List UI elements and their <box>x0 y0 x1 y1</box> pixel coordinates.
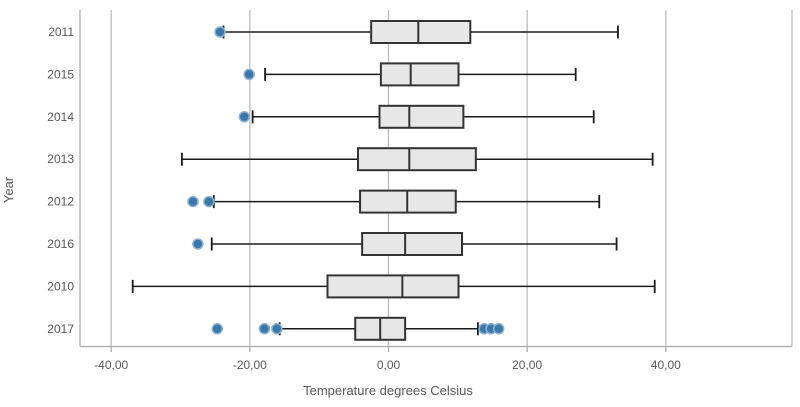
boxplot-row-2013 <box>181 147 654 172</box>
x-tick-label: 40,00 <box>651 358 681 372</box>
outlier-dot[interactable] <box>258 323 271 335</box>
box[interactable] <box>378 104 465 129</box>
x-axis-title: Temperature degrees Celsius <box>303 383 473 398</box>
x-tick-label: -20,00 <box>233 358 267 372</box>
outlier-dot[interactable] <box>211 323 224 335</box>
y-tick-label: 2014 <box>47 110 74 124</box>
y-tick-label: 2016 <box>47 237 74 251</box>
boxplot-row-2015 <box>243 62 577 87</box>
data-layer <box>131 20 656 341</box>
outlier-dot[interactable] <box>238 111 251 123</box>
y-tick-label: 2011 <box>48 25 74 39</box>
boxplot-row-2011 <box>214 20 619 44</box>
box[interactable] <box>326 274 460 299</box>
x-tick-label: 0,00 <box>377 358 401 372</box>
y-tick-label: 2017 <box>47 322 74 336</box>
boxplot-row-2010 <box>131 274 656 299</box>
box[interactable] <box>361 232 463 256</box>
outlier-dot[interactable] <box>203 195 215 208</box>
outlier-dot[interactable] <box>271 323 283 335</box>
y-tick-label: 2012 <box>47 195 74 209</box>
outlier-dot[interactable] <box>214 26 226 38</box>
box[interactable] <box>379 62 460 87</box>
outlier-dot[interactable] <box>192 238 204 250</box>
boxplot-row-2012 <box>187 189 601 214</box>
box[interactable] <box>356 147 477 172</box>
box[interactable] <box>370 20 472 44</box>
boxplot-row-2017 <box>211 316 505 341</box>
outlier-dot[interactable] <box>492 323 505 335</box>
y-axis-title: Year <box>1 176 16 203</box>
y-tick-label: 2015 <box>47 67 74 81</box>
boxplot-row-2014 <box>238 104 595 129</box>
boxplot-row-2016 <box>192 232 618 256</box>
y-tick-label: 2013 <box>47 152 74 166</box>
axis-layer <box>79 10 793 352</box>
label-layer: -40,00 -20,00 0,00 20,00 40,00 2011 2015 2014 20… <box>47 25 681 372</box>
outlier-dot[interactable] <box>187 195 199 208</box>
x-tick-label: 20,00 <box>512 358 542 372</box>
outlier-dot[interactable] <box>243 68 255 81</box>
x-tick-label: -40,00 <box>94 358 128 372</box>
y-tick-label: 2010 <box>47 279 74 293</box>
